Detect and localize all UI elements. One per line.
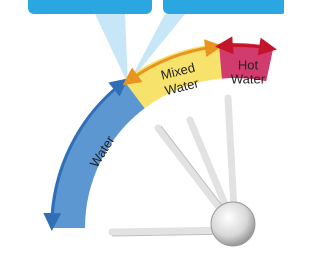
faucet-diagram: Water Mixed Water Hot Water — [0, 0, 284, 263]
hot-label: Water — [231, 71, 266, 86]
beam — [95, 14, 128, 84]
top-button — [163, 0, 284, 14]
top-button — [28, 0, 152, 14]
hot-label: Hot — [238, 57, 259, 72]
lever-ball — [211, 202, 255, 246]
